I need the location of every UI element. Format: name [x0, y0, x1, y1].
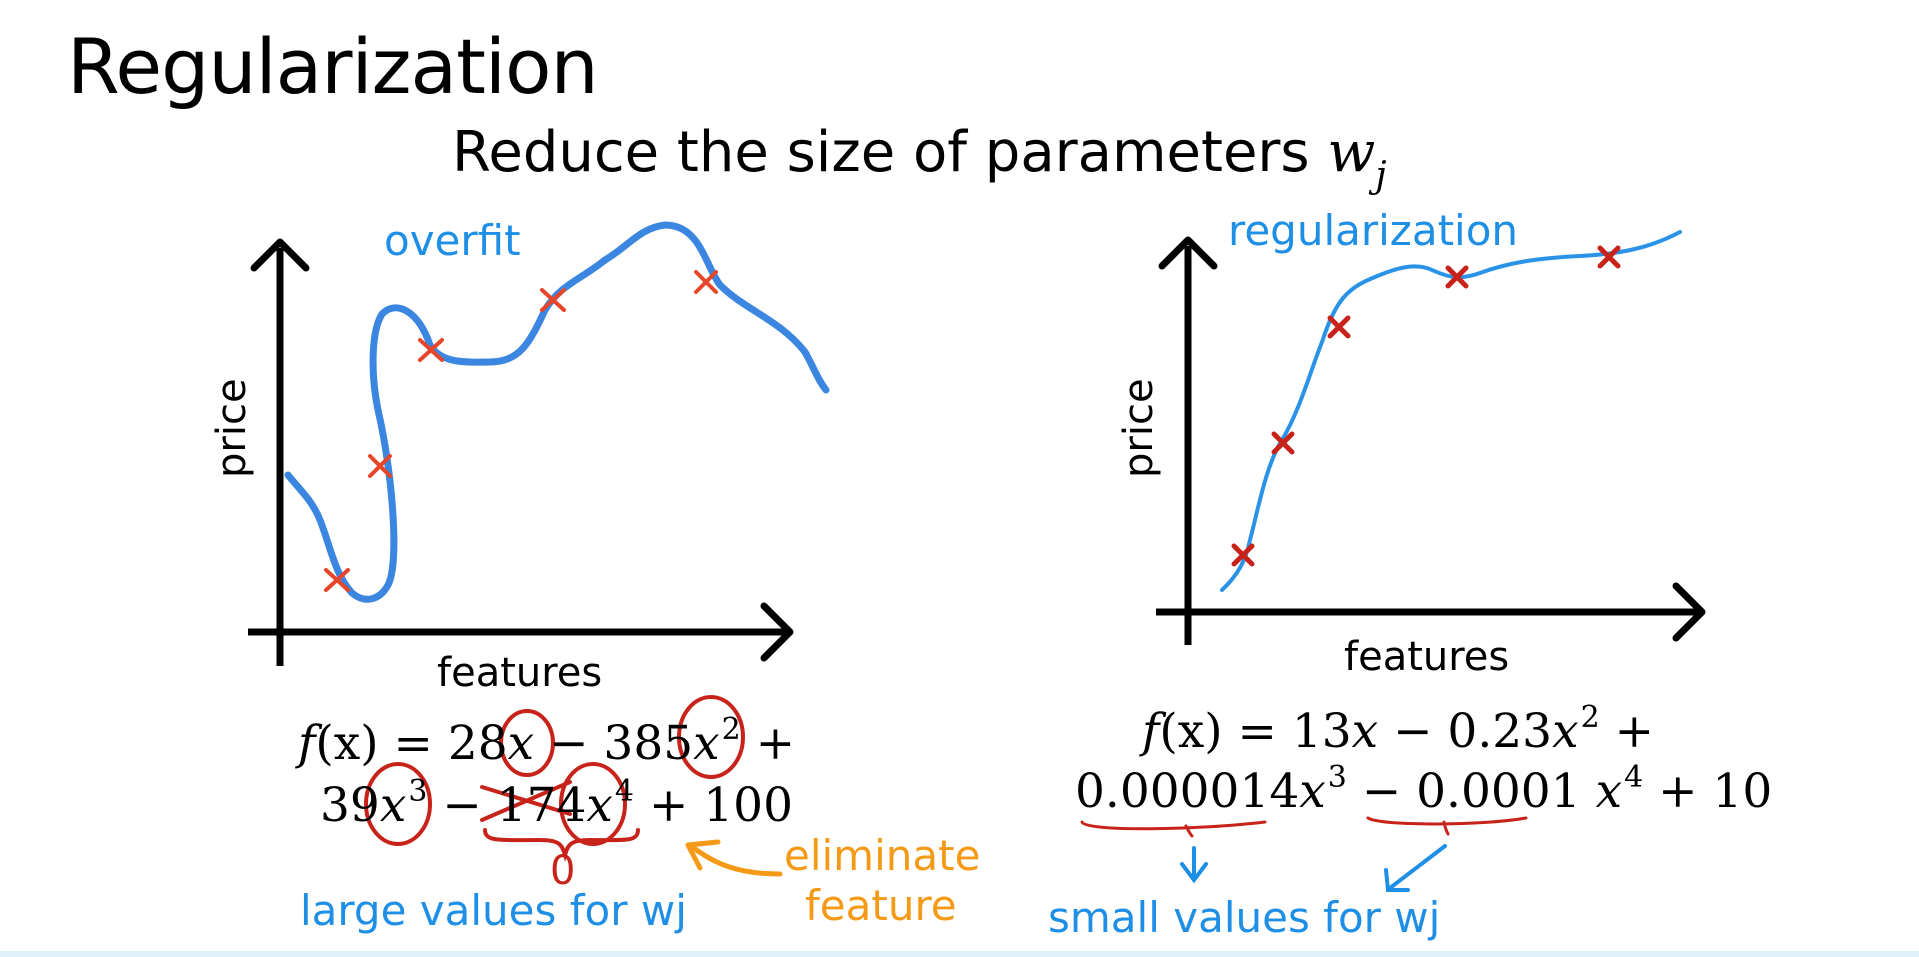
eq-right-end2: + 10 — [1643, 764, 1773, 819]
eq-left-sup4: 4 — [614, 774, 635, 809]
left-marker — [540, 288, 566, 312]
eq-right-x2: x — [1552, 704, 1579, 759]
right-plot: price features regularization small valu… — [1048, 206, 1706, 942]
right-marker — [1231, 543, 1255, 567]
eliminate-arrow — [685, 839, 783, 877]
left-marker — [324, 568, 350, 592]
left-plot: price features overfit 0 el — [209, 216, 980, 935]
right-marker — [1445, 265, 1469, 289]
left-markers — [324, 270, 718, 592]
strike-174 — [480, 780, 572, 822]
eq-right-coef4: 0.0001 — [1416, 764, 1581, 819]
overfit-label: overfit — [384, 216, 521, 265]
eq-left-x4: x — [586, 778, 613, 833]
eq-left-x2: x — [693, 716, 720, 771]
slide-title: Regularization — [67, 22, 599, 111]
eq-right-sup4: 4 — [1624, 760, 1644, 795]
circle-x2 — [677, 695, 745, 779]
left-marker — [418, 338, 444, 362]
circle-x4 — [559, 762, 627, 846]
eq-right-x4: x — [1595, 764, 1623, 819]
eq-right-end: + — [1599, 704, 1655, 759]
right-y-arrowhead — [1158, 236, 1218, 270]
eq-left-end2: + 100 — [634, 778, 793, 833]
left-ylabel: price — [209, 378, 255, 478]
underline-coef3 — [1080, 820, 1267, 838]
eq-left-prefix2: 39 — [320, 778, 380, 833]
eliminate-line2: feature — [805, 881, 957, 930]
arrow-down-coef3 — [1180, 846, 1208, 884]
large-values-note: large values for wj — [300, 886, 687, 935]
left-equation-line2: 39x3 − 174x4 + 100 — [320, 774, 793, 833]
small-values-note: small values for wj — [1048, 893, 1440, 942]
eq-left-x3: x — [379, 778, 407, 833]
eq-left-f: f — [298, 716, 316, 771]
regularization-label: regularization — [1228, 206, 1518, 255]
eq-left-x: x — [507, 716, 535, 771]
left-y-arrowhead — [250, 238, 310, 272]
eq-left-middle: − 385 — [534, 716, 694, 771]
eq-right-sup3: 3 — [1327, 760, 1347, 795]
eliminate-line1: eliminate — [784, 831, 980, 880]
eq-right-prefix: (x) = 13 — [1159, 704, 1352, 759]
right-equation-line2: 0.000014x3 − 0.0001 x4 + 10 — [1075, 760, 1772, 819]
bottom-strip — [0, 951, 1919, 957]
eq-right-x3: x — [1299, 764, 1326, 819]
left-xlabel: features — [437, 650, 602, 696]
subtitle-text: Reduce the size of parameters — [452, 120, 1328, 185]
subtitle: Reduce the size of parameters wj — [452, 120, 1387, 196]
zero-annotation: 0 — [550, 848, 575, 894]
brace-174 — [483, 828, 640, 862]
eq-right-middle2: − — [1346, 764, 1417, 819]
eq-right-coef3: 0.000014 — [1075, 764, 1300, 819]
eq-left-sup2: 2 — [721, 712, 741, 747]
right-ylabel: price — [1116, 378, 1162, 478]
left-equation-line1: f(x) = 28x − 385x2 + — [298, 712, 795, 771]
right-marker — [1597, 245, 1621, 269]
subtitle-subscript: j — [1375, 155, 1387, 196]
eq-left-middle2: − 174 — [427, 778, 587, 833]
left-x-arrowhead — [760, 602, 794, 662]
right-marker — [1271, 431, 1295, 455]
eq-right-sup2: 2 — [1580, 700, 1600, 735]
eq-right-f: f — [1142, 704, 1160, 759]
left-marker — [368, 454, 392, 478]
circle-x — [499, 709, 555, 777]
eq-left-sup3: 3 — [408, 774, 428, 809]
right-equation-line1: f(x) = 13x − 0.23x2 + — [1142, 700, 1654, 759]
right-x-arrowhead — [1672, 582, 1706, 642]
eq-right-middle: − 0.23 — [1378, 704, 1553, 759]
overfit-curve — [284, 221, 830, 603]
circle-x3 — [364, 762, 432, 846]
underline-coef4 — [1366, 816, 1528, 836]
right-markers — [1231, 245, 1621, 567]
eq-left-prefix: (x) = 28 — [315, 716, 508, 771]
arrow-down-coef4 — [1384, 844, 1447, 892]
left-marker — [694, 270, 718, 294]
eq-left-end: + — [740, 716, 796, 771]
right-marker — [1327, 315, 1351, 339]
right-xlabel: features — [1344, 634, 1509, 680]
regularized-curve — [1220, 230, 1682, 592]
subtitle-symbol: w — [1327, 120, 1376, 185]
term-circles — [364, 695, 745, 846]
eq-right-x: x — [1351, 704, 1379, 759]
